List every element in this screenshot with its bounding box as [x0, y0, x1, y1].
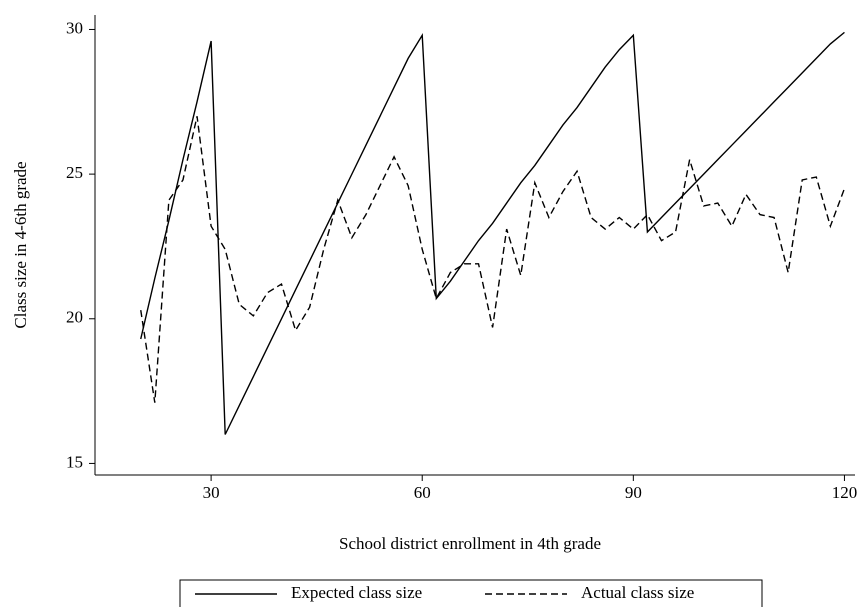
- y-tick-label: 25: [66, 163, 83, 182]
- y-tick-label: 15: [66, 452, 83, 471]
- legend-label: Expected class size: [291, 583, 422, 602]
- x-tick-label: 30: [203, 483, 220, 502]
- legend-box: [179, 579, 763, 607]
- y-tick-label: 20: [66, 308, 83, 327]
- y-axis-label: Class size in 4-6th grade: [11, 161, 30, 328]
- x-tick-label: 120: [832, 483, 858, 502]
- series-line: [140, 116, 846, 403]
- x-tick-label: 90: [625, 483, 642, 502]
- y-tick-label: 30: [66, 18, 83, 37]
- series-line: [140, 31, 845, 435]
- x-axis-label: School district enrollment in 4th grade: [339, 534, 601, 553]
- x-tick-label: 60: [414, 483, 431, 502]
- legend-label: Actual class size: [581, 583, 694, 602]
